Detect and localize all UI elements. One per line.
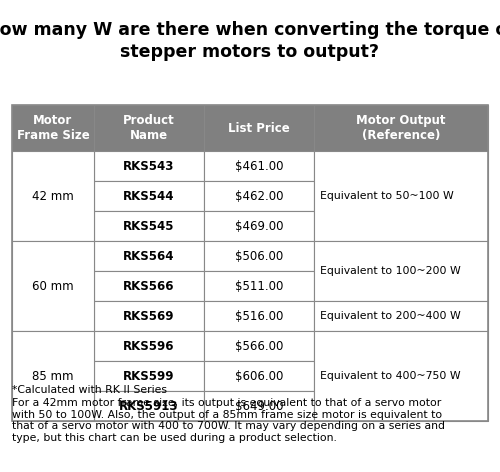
Bar: [204, 181, 314, 211]
Text: Equivalent to 100~200 W: Equivalent to 100~200 W: [320, 266, 461, 276]
Text: Equivalent to 200~400 W: Equivalent to 200~400 W: [320, 311, 461, 321]
Text: Equivalent to 50~100 W: Equivalent to 50~100 W: [320, 191, 454, 201]
Bar: [94, 391, 204, 421]
Bar: [94, 361, 204, 391]
Text: Motor Output
(Reference): Motor Output (Reference): [356, 114, 446, 142]
Bar: [94, 151, 204, 181]
Bar: [94, 105, 204, 151]
Text: RKS596: RKS596: [123, 339, 175, 353]
Text: $511.00: $511.00: [235, 279, 283, 293]
Text: $506.00: $506.00: [235, 250, 283, 262]
Text: *Calculated with RK II Series: *Calculated with RK II Series: [12, 385, 167, 395]
Text: RKS566: RKS566: [123, 279, 175, 293]
Bar: [12, 241, 94, 331]
Bar: [204, 391, 314, 421]
Text: $461.00: $461.00: [235, 160, 283, 172]
Bar: [204, 211, 314, 241]
Text: stepper motors to output?: stepper motors to output?: [120, 43, 380, 61]
Text: RKS544: RKS544: [123, 189, 175, 202]
Bar: [314, 331, 488, 421]
Text: RKS569: RKS569: [123, 310, 175, 322]
Bar: [204, 361, 314, 391]
Bar: [204, 241, 314, 271]
Bar: [94, 241, 204, 271]
Text: $462.00: $462.00: [235, 189, 283, 202]
Bar: [94, 301, 204, 331]
Bar: [314, 151, 488, 241]
Bar: [94, 211, 204, 241]
Text: How many W are there when converting the torque of: How many W are there when converting the…: [0, 21, 500, 39]
Bar: [314, 241, 488, 301]
Text: RKS5913: RKS5913: [120, 399, 179, 413]
Text: For a 42mm motor frame size, its output is equivalent to that of a servo motor
w: For a 42mm motor frame size, its output …: [12, 398, 445, 443]
Bar: [94, 271, 204, 301]
Bar: [204, 271, 314, 301]
Bar: [12, 105, 488, 421]
Bar: [12, 151, 94, 241]
Text: Product
Name: Product Name: [123, 114, 175, 142]
Text: 42 mm: 42 mm: [32, 189, 74, 202]
Text: $469.00: $469.00: [235, 219, 283, 233]
Bar: [204, 331, 314, 361]
Bar: [94, 331, 204, 361]
Text: Motor
Frame Size: Motor Frame Size: [16, 114, 90, 142]
Bar: [204, 151, 314, 181]
Bar: [204, 105, 314, 151]
Bar: [94, 181, 204, 211]
Bar: [204, 301, 314, 331]
Text: $606.00: $606.00: [235, 370, 283, 382]
Bar: [314, 105, 488, 151]
Bar: [12, 105, 94, 151]
Text: $516.00: $516.00: [235, 310, 283, 322]
Text: RKS543: RKS543: [124, 160, 174, 172]
Text: 85 mm: 85 mm: [32, 370, 74, 382]
Text: $566.00: $566.00: [235, 339, 283, 353]
Text: $649.00: $649.00: [235, 399, 283, 413]
Text: Equivalent to 400~750 W: Equivalent to 400~750 W: [320, 371, 460, 381]
Text: RKS599: RKS599: [123, 370, 175, 382]
Text: RKS564: RKS564: [123, 250, 175, 262]
Text: 60 mm: 60 mm: [32, 279, 74, 293]
Bar: [314, 301, 488, 331]
Text: RKS545: RKS545: [123, 219, 175, 233]
Bar: [12, 331, 94, 421]
Text: List Price: List Price: [228, 121, 290, 135]
